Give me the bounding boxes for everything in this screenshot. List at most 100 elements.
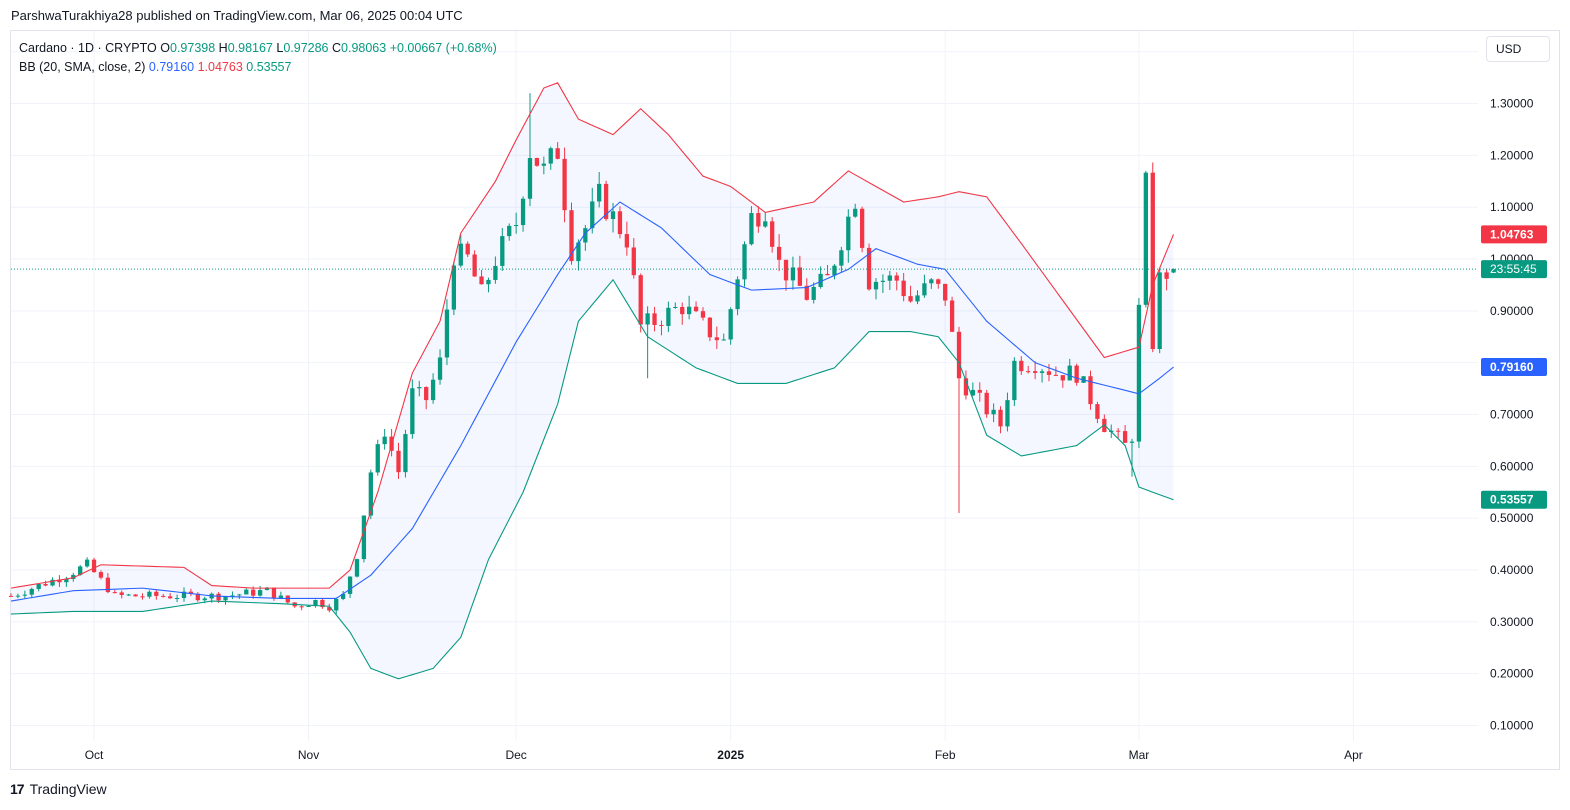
candle-body <box>880 280 886 282</box>
candle-body <box>659 324 664 326</box>
candle-body <box>91 559 97 573</box>
candle-body <box>534 158 540 166</box>
candle-body <box>368 472 373 516</box>
candle-body <box>673 306 678 308</box>
time-tick-label: Apr <box>1344 748 1363 762</box>
candle-body <box>1032 371 1038 373</box>
last-price-box <box>1481 260 1547 279</box>
candle-body <box>1019 360 1024 372</box>
candle-body <box>22 594 27 596</box>
candle-body <box>576 242 581 262</box>
candle-body <box>1157 272 1162 350</box>
candle-body <box>306 605 311 607</box>
high-value: 0.98167 <box>227 41 273 55</box>
candle-body <box>334 598 339 611</box>
candle-body <box>686 306 692 315</box>
candlesticks <box>8 93 1176 615</box>
bollinger-band-area <box>11 82 1174 679</box>
candle-body <box>894 275 899 281</box>
open-label: O <box>160 41 170 55</box>
candle-body <box>984 392 989 415</box>
price-label-text: 0.53557 <box>1490 493 1534 507</box>
candle-body <box>645 313 650 325</box>
candle-body <box>818 273 823 287</box>
candle-body <box>486 279 491 285</box>
candle-body <box>1116 430 1121 432</box>
candle-body <box>341 593 346 599</box>
candle-body <box>1067 365 1072 381</box>
candle-body <box>811 286 816 300</box>
price-tick-label: 0.70000 <box>1490 408 1534 422</box>
bb-basis-line <box>10 201 1174 602</box>
candle-body <box>354 559 360 577</box>
currency-button[interactable]: USD <box>1486 36 1550 62</box>
candle-body <box>202 598 207 601</box>
candle-body <box>839 250 844 266</box>
candle-body <box>901 280 906 297</box>
price-tick-label: 0.90000 <box>1490 304 1534 318</box>
candle-body <box>873 281 879 290</box>
chart-grid <box>11 31 1478 741</box>
candle-body <box>1164 272 1169 279</box>
candle-body <box>797 267 803 286</box>
price-axis: 1.400001.300001.200001.100001.000000.900… <box>1490 45 1534 733</box>
candle-body <box>147 591 152 597</box>
price-label-box <box>1481 225 1547 244</box>
candle-body <box>1053 374 1059 376</box>
candle-body <box>507 225 512 237</box>
bb-upper-value: 1.04763 <box>197 60 243 74</box>
chart-legend: Cardano · 1D · CRYPTO O0.97398 H0.98167 … <box>19 39 497 77</box>
candle-body <box>756 213 761 227</box>
candle-body <box>707 317 713 338</box>
price-tick-label: 0.50000 <box>1490 511 1534 525</box>
candle-body <box>154 591 159 596</box>
price-labels: 1.04763 0.79160 0.53557 23:55:45 <box>1481 225 1547 509</box>
candle-body <box>763 221 768 227</box>
price-label-text: 1.04763 <box>1490 227 1534 241</box>
candle-body <box>846 216 851 251</box>
change-value: +0.00667 (+0.68%) <box>389 41 497 55</box>
candle-body <box>500 236 505 266</box>
candle-body <box>1171 269 1176 273</box>
candle-body <box>126 594 131 596</box>
time-tick-label: 2025 <box>717 748 744 762</box>
candle-body <box>84 559 90 567</box>
time-tick-label: Mar <box>1129 748 1150 762</box>
time-tick-label: Oct <box>85 748 104 762</box>
candle-body <box>590 201 595 229</box>
price-tick-label: 1.30000 <box>1490 97 1534 111</box>
candle-body <box>825 273 830 276</box>
candle-body <box>770 221 775 247</box>
bb-label: BB (20, SMA, close, 2) <box>19 60 146 74</box>
bb-row: BB (20, SMA, close, 2) 0.79160 1.04763 0… <box>19 58 497 77</box>
candle-body <box>617 211 623 235</box>
candle-body <box>721 339 726 341</box>
time-tick-label: Feb <box>935 748 956 762</box>
candle-body <box>728 309 733 340</box>
candle-body <box>887 275 892 281</box>
candle-body <box>57 579 62 583</box>
price-tick-label: 0.40000 <box>1490 563 1534 577</box>
candle-body <box>458 243 463 266</box>
price-label-text: 0.79160 <box>1490 360 1534 374</box>
candle-body <box>1060 375 1065 381</box>
candle-body <box>970 389 975 396</box>
candle-body <box>216 593 221 601</box>
candle-body <box>555 148 560 159</box>
candle-body <box>50 579 55 586</box>
candle-body <box>1143 172 1148 305</box>
candle-body <box>230 595 235 597</box>
candle-body <box>1150 172 1155 350</box>
candle-body <box>451 265 457 310</box>
candle-body <box>188 591 194 594</box>
tradingview-logo[interactable]: 17 TradingView <box>10 781 107 797</box>
candle-body <box>444 309 450 358</box>
candle-body <box>569 210 574 262</box>
bb-upper-line <box>10 82 1175 589</box>
candle-body <box>78 566 83 575</box>
candle-body <box>652 313 657 325</box>
candle-body <box>915 295 920 302</box>
price-tick-label: 0.60000 <box>1490 459 1534 473</box>
time-tick-label: Dec <box>505 748 526 762</box>
